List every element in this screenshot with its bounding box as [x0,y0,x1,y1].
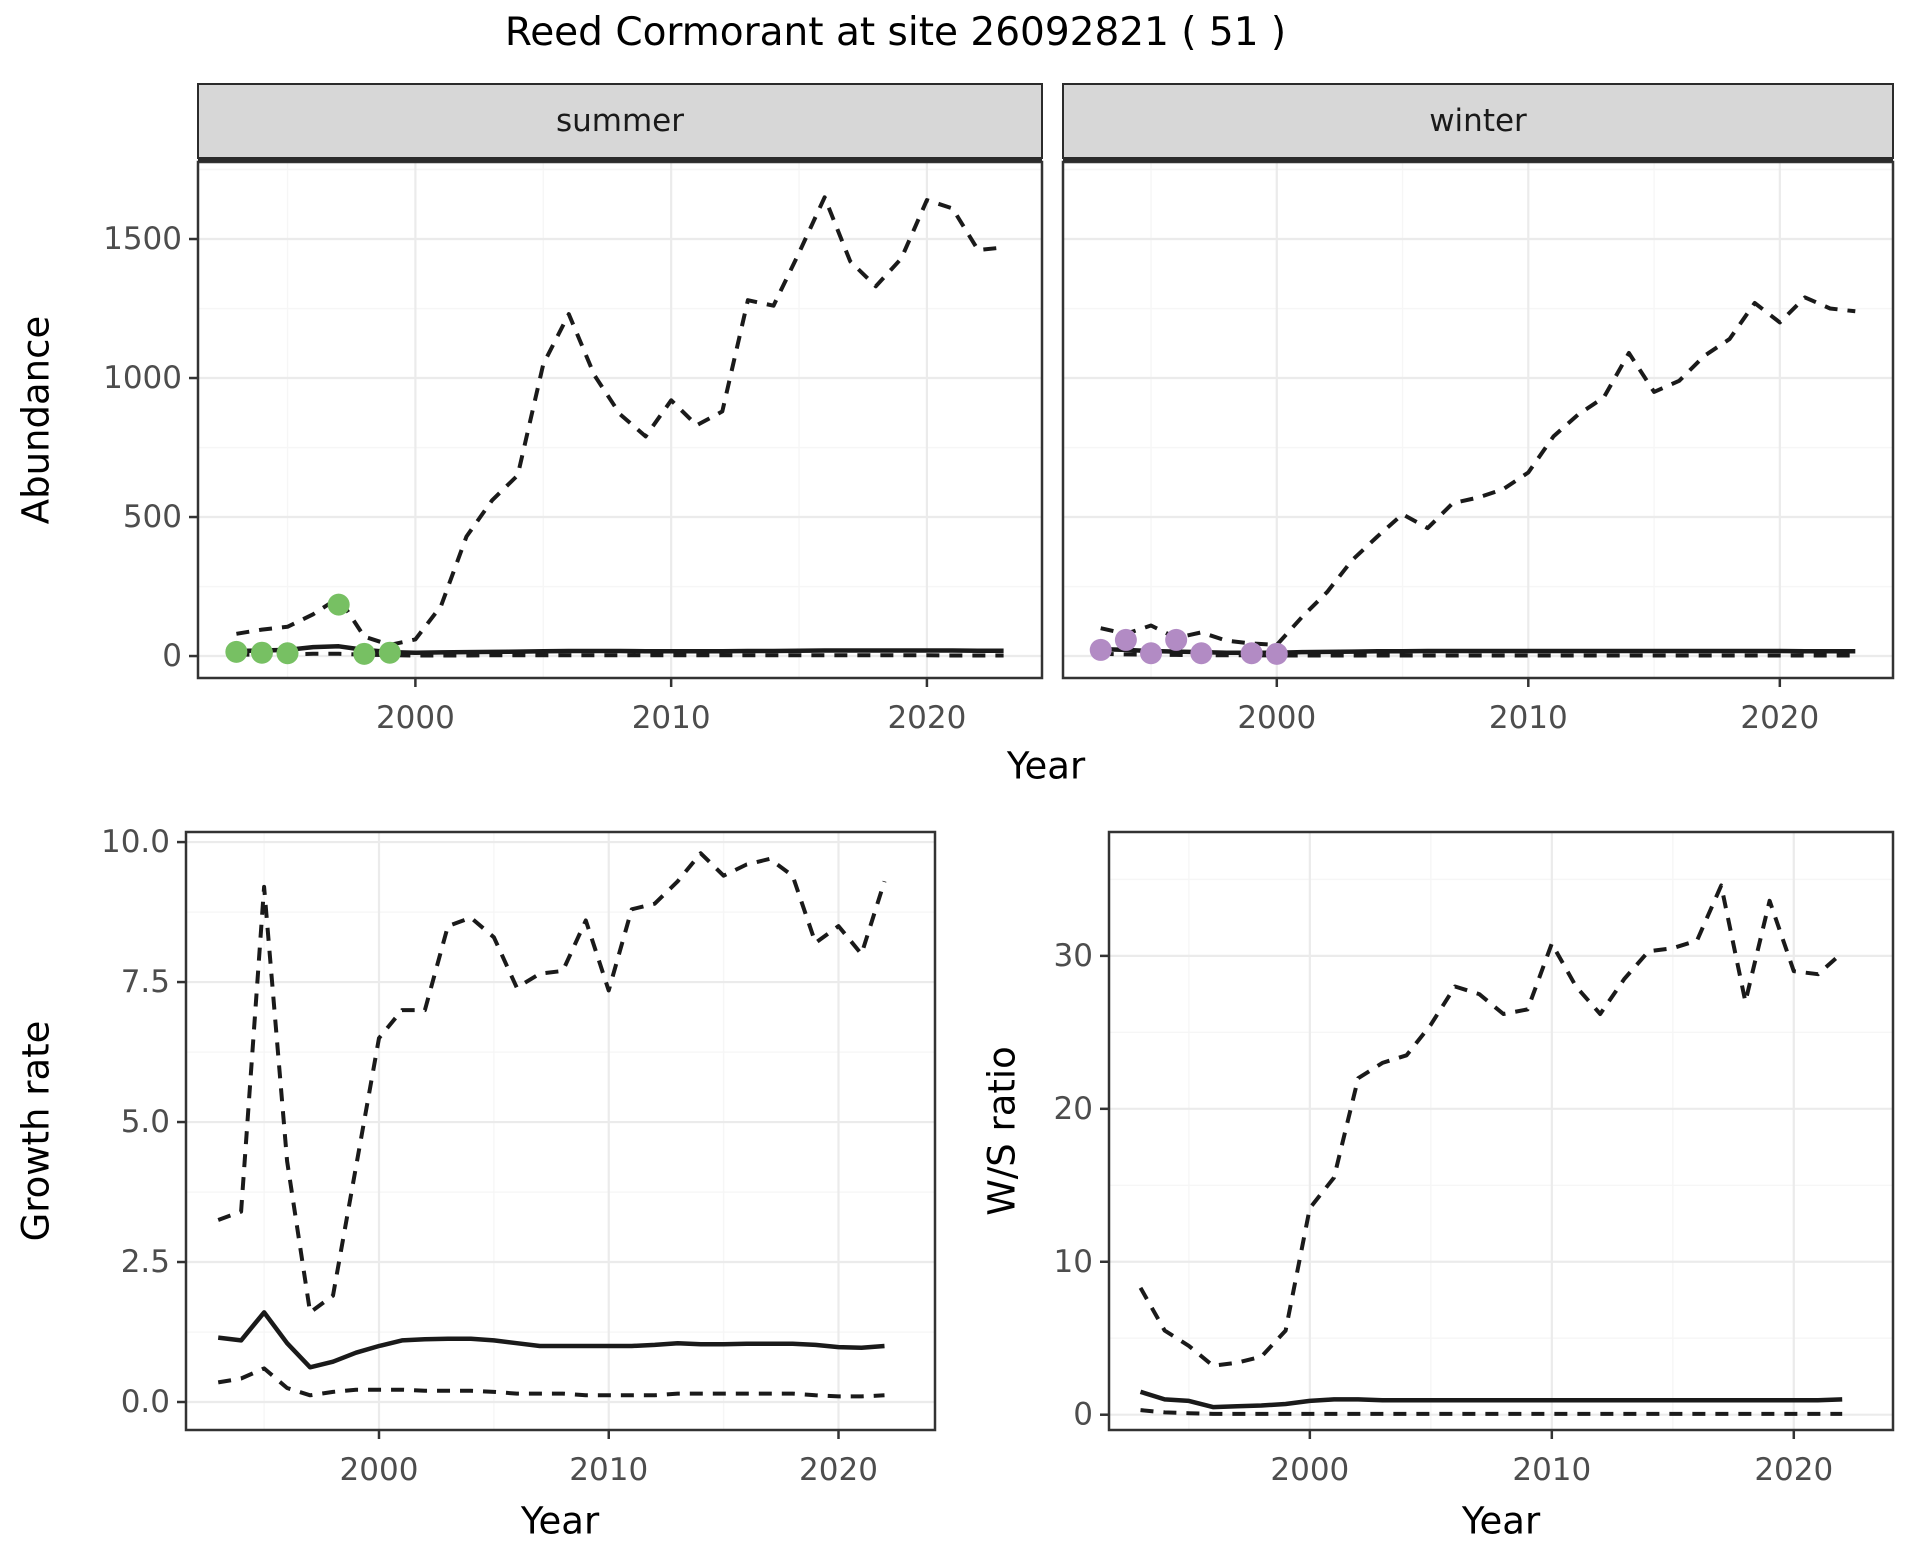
y-tick-label: 1000 [103,360,182,396]
data-point [1140,642,1163,665]
x-tick-label: 2000 [376,700,455,736]
series-ws-ratio-modelled-mean [1139,1389,1843,1410]
data-point [1089,638,1112,661]
y-tick-label: 5.0 [121,1104,170,1140]
series-abundance-winter-modelled-mean [1100,646,1856,655]
data-point [327,593,350,616]
x-tick-label: 2010 [1489,700,1568,736]
data-point [1240,642,1263,665]
chart-title: Reed Cormorant at site 26092821 ( 51 ) [504,10,1287,55]
panel-abundance-winter: 2000 2010 2020 [1061,83,1895,736]
x-tick-label: 2020 [799,1452,878,1488]
y-tick-label: 0 [1073,1397,1093,1433]
panel-ws-ratio: 2000 2010 2020 0 10 20 30 [1054,830,1895,1488]
ws-ratio-axis-title: W/S ratio [980,1046,1024,1216]
data-point [1165,628,1188,651]
x-tick-label: 2020 [1740,700,1819,736]
x-tick-label: 2000 [340,1452,419,1488]
series-growth-rate-lower-95-ci [217,1366,885,1399]
x-tick-label: 2010 [632,700,711,736]
facet-label-winter: winter [1429,103,1527,139]
data-point [353,642,376,665]
data-point [250,641,273,664]
panel-abundance-summer: 2000 2010 2020 0 500 1000 1500 [103,83,1044,736]
y-tick-label: 10.0 [101,824,170,860]
x-tick-label: 2010 [1512,1452,1591,1488]
series-growth-rate-upper-95-ci [217,851,887,1315]
series-growth-rate-modelled-mean [217,1310,885,1370]
y-tick-label: 10 [1054,1244,1093,1280]
series-ws-ratio-lower-95-ci [1140,1408,1843,1416]
x-tick-label: 2010 [569,1452,648,1488]
x-tick-label: 2020 [1754,1452,1833,1488]
series-ws-ratio-upper-95-ci [1138,883,1844,1368]
abundance-axis-title: Abundance [14,315,58,525]
x-tick-label: 2020 [887,700,966,736]
y-tick-label: 500 [123,499,182,535]
data-point [1265,642,1288,665]
facet-strip [197,83,1043,159]
y-tick-label: 7.5 [121,964,170,1000]
year-axis-title-bottom-right: Year [1461,1499,1541,1543]
y-tick-label: 1500 [103,221,182,257]
series-abundance-winter-lower-95-ci [1100,651,1856,658]
y-tick-label: 2.5 [121,1244,170,1280]
y-tick-label: 30 [1054,938,1093,974]
panel-growth-rate: 2000 2010 2020 0.0 2.5 5.0 7.5 10.0 [101,824,937,1488]
data-point [1114,628,1137,651]
series-abundance-summer-upper-95-ci [236,195,1004,647]
y-tick-label: 20 [1054,1091,1093,1127]
facet-label-summer: summer [555,103,684,139]
data-point [378,641,401,664]
data-point [225,640,248,663]
growth-rate-axis-title: Growth rate [14,1020,58,1242]
x-tick-label: 2000 [1237,700,1316,736]
y-tick-label: 0.0 [121,1384,170,1420]
data-point [276,642,299,665]
series-abundance-winter-upper-95-ci [1100,295,1856,647]
year-axis-title-top: Year [1006,744,1086,788]
year-axis-title-bottom-left: Year [520,1499,600,1543]
y-tick-label: 0 [162,638,182,674]
facet-strip [1062,83,1894,159]
data-point [1190,642,1213,665]
x-tick-label: 2000 [1270,1452,1349,1488]
